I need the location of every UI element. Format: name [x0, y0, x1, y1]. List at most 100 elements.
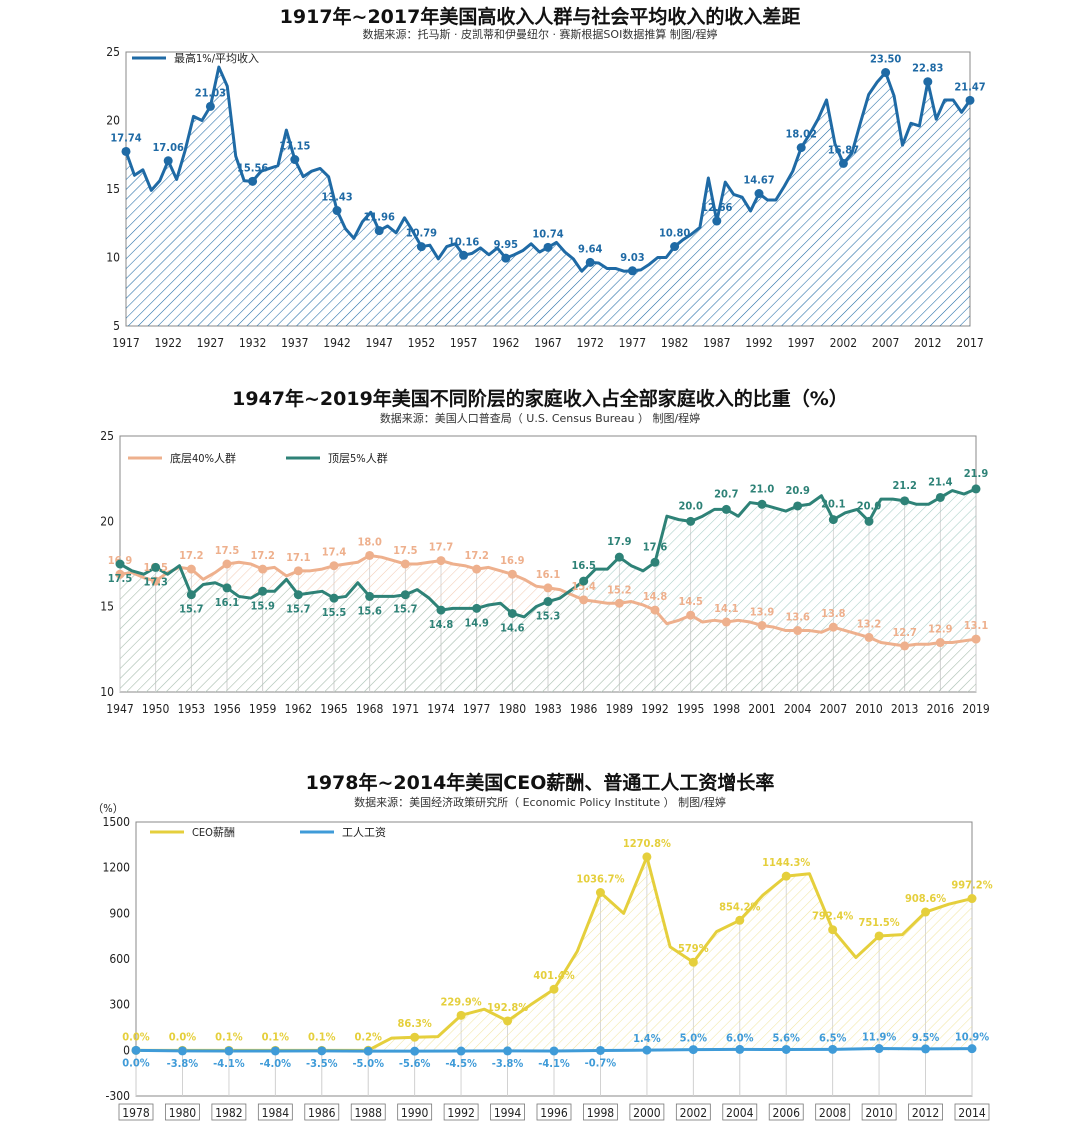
- chart2-data-point: [293, 566, 303, 576]
- chart1-data-label: 17.06: [153, 141, 184, 154]
- chart2-data-point: [614, 552, 624, 562]
- chart3-data-label: 6.0%: [726, 1031, 754, 1044]
- chart2-data-point: [793, 626, 803, 636]
- chart2-data-label: 21.2: [892, 479, 917, 492]
- chart3-data-point: [642, 1045, 652, 1055]
- chart3-xtick-box: [675, 1103, 711, 1121]
- chart1-xtick-label: 2002: [830, 336, 857, 350]
- chart3-data-label: -5.6%: [399, 1057, 431, 1070]
- chart3-data-label: 854.2%: [719, 900, 760, 913]
- chart2-data-point: [365, 591, 375, 601]
- chart3-data-label: 0.0%: [122, 1030, 150, 1043]
- chart3-data-point: [131, 1045, 141, 1055]
- chart3-data-point: [642, 852, 652, 862]
- chart3-data-label: -3.8%: [492, 1057, 524, 1070]
- chart3-data-label: -3.5%: [306, 1057, 338, 1070]
- chart1-ytick-label: 15: [106, 182, 120, 196]
- chart3-xtick-box: [257, 1103, 293, 1121]
- chart2-ytick-label: 25: [100, 429, 114, 443]
- chart1-xtick-label: 1967: [534, 336, 561, 350]
- chart2-data-label: 12.7: [892, 626, 917, 639]
- chart2-data-point: [614, 598, 624, 608]
- chart3-data-label: 908.6%: [905, 892, 946, 905]
- chart1-data-point: [754, 189, 764, 199]
- chart3-data-point: [781, 871, 791, 881]
- chart3-xtick-label: 2006: [772, 1106, 800, 1120]
- chart1-data-label: 10.80: [659, 227, 690, 240]
- chart2-data-point: [579, 595, 589, 605]
- chart1-data-label: 9.03: [620, 251, 645, 264]
- chart3-xtick-label: 1990: [401, 1106, 429, 1120]
- chart2-data-label: 20.0: [678, 499, 703, 512]
- chart2-data-label: 14.8: [643, 590, 668, 603]
- chart3-xtick-label: 1980: [169, 1106, 197, 1120]
- chart3-data-label: 5.0%: [680, 1032, 708, 1045]
- chart1-ytick-label: 5: [113, 319, 120, 333]
- chart2-data-point: [258, 586, 268, 596]
- chart2-xtick-label: 2010: [855, 702, 883, 716]
- chart2-data-label: 13.2: [857, 617, 882, 630]
- chart3-data-label: 1036.7%: [576, 873, 624, 886]
- chart2-data-point: [686, 516, 696, 526]
- chart2-data-label: 17.2: [250, 549, 275, 562]
- chart1-xtick-label: 1982: [661, 336, 688, 350]
- chart3-xtick-label: 1992: [447, 1106, 474, 1120]
- chart1-xtick-label: 2007: [872, 336, 899, 350]
- chart3-data-point: [410, 1032, 420, 1042]
- chart3-data-label: 579%: [678, 942, 709, 955]
- chart3-data-point: [735, 915, 745, 925]
- chart1-xtick-label: 1942: [323, 336, 350, 350]
- chart3-xtick-box: [211, 1103, 247, 1121]
- chart1-data-label: 10.16: [448, 235, 479, 248]
- chart1-xtick-label: 1947: [365, 336, 392, 350]
- chart2-data-point: [151, 562, 161, 572]
- chart2-series-area: [120, 488, 976, 692]
- chart2-data-point: [650, 605, 660, 615]
- chart3-data-label: 0.2%: [354, 1030, 382, 1043]
- chart3-xtick-label: 2000: [633, 1106, 661, 1120]
- chart2-data-label: 14.5: [678, 595, 703, 608]
- chart3-data-label: 11.9%: [862, 1031, 896, 1044]
- chart3-xtick-box: [443, 1103, 479, 1121]
- chart2-data-point: [864, 516, 874, 526]
- chart3-data-label: 792.4%: [812, 910, 853, 923]
- chart3-data-label: 401.4%: [533, 969, 574, 982]
- chart1-data-label: 16.87: [828, 143, 859, 156]
- chart3-data-point: [595, 888, 605, 898]
- chart3-data-label: -4.0%: [260, 1057, 292, 1070]
- chart1-data-point: [416, 242, 426, 252]
- chart3-data-label: 229.9%: [441, 995, 482, 1008]
- chart3-data-label: 1270.8%: [623, 837, 671, 850]
- chart2-xtick-label: 1968: [356, 702, 384, 716]
- chart1-xtick-label: 1997: [787, 336, 814, 350]
- chart2-data-point: [472, 603, 482, 613]
- chart1-data-point: [248, 176, 258, 186]
- chart2-data-point: [400, 590, 410, 600]
- chart1-data-label: 22.83: [912, 62, 943, 75]
- chart2-data-label: 15.5: [322, 606, 347, 619]
- chart2-data-point: [151, 576, 161, 586]
- chart2-xtick-label: 1971: [392, 702, 419, 716]
- chart3-data-point: [270, 1046, 280, 1056]
- chart1-data-point: [881, 68, 891, 78]
- chart2-data-point: [186, 590, 196, 600]
- chart2-data-label: 17.9: [607, 535, 632, 548]
- chart3-data-label: -4.1%: [538, 1057, 570, 1070]
- chart3-xtick-label: 2008: [819, 1106, 847, 1120]
- chart1-xtick-label: 1937: [281, 336, 308, 350]
- chart2-data-point: [507, 608, 517, 618]
- chart3-data-point: [921, 907, 931, 917]
- chart2-data-label: 17.2: [179, 549, 204, 562]
- chart3-ytick-label: 300: [109, 998, 130, 1012]
- chart2-data-point: [935, 638, 945, 648]
- chart1-data-label: 10.74: [532, 227, 563, 240]
- chart1-data-label: 12.66: [701, 201, 732, 214]
- chart1-data-label: 18.02: [786, 128, 817, 141]
- chart2-data-label: 21.0: [750, 482, 775, 495]
- chart2-xtick-label: 1998: [713, 702, 741, 716]
- chart2-data-point: [115, 569, 125, 579]
- chart3-data-point: [456, 1010, 466, 1020]
- chart2-data-point: [186, 564, 196, 574]
- chart1-ytick-label: 10: [106, 251, 120, 265]
- chart2-data-point: [329, 561, 339, 571]
